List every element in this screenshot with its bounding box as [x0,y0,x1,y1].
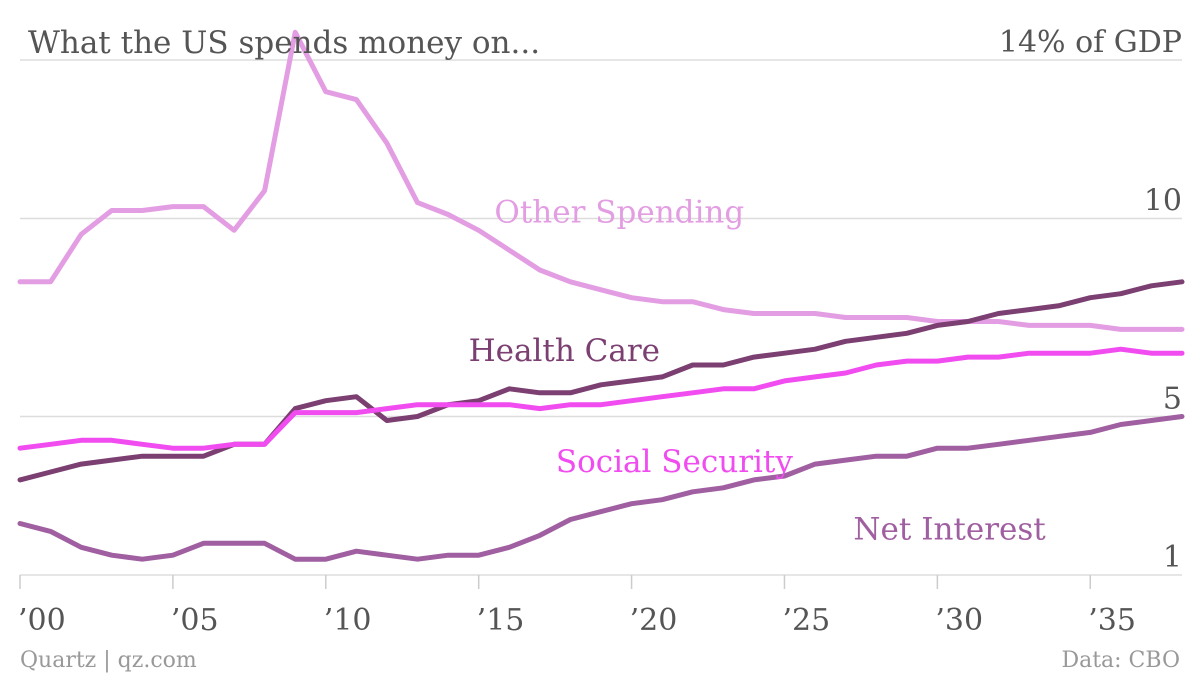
x-tick-label-2000: ’00 [18,603,66,638]
series-labels: Other Spending Health Care Social Security… [469,194,1047,547]
x-tick-label-2025: ’25 [782,603,830,638]
series-label-health-care: Health Care [469,333,660,369]
series-line-health-care [17,279,1185,483]
series-line-other-spending [17,29,1185,332]
series-line-social-security [17,346,1185,451]
y-tick-label-14: 14% of GDP [999,25,1182,60]
x-tick-label-2035: ’35 [1088,603,1136,638]
series-label-other-spending: Other Spending [494,194,744,230]
y-tick-label-10: 10 [1144,183,1182,218]
chart-title: What the US spends money on... [28,25,540,61]
x-axis: ’00 ’05 ’10 ’15 ’20 ’25 ’30 ’35 [18,575,1136,638]
x-tick-label-2020: ’20 [630,603,678,638]
source-credit: Quartz | qz.com [20,648,197,673]
data-source: Data: CBO [1061,648,1180,673]
series-line-net-interest [17,414,1185,562]
x-tick-label-2005: ’05 [171,603,219,638]
series-lines [17,29,1185,562]
y-tick-label-1: 1 [1163,540,1182,575]
gridlines: 1 5 10 14% of GDP [20,25,1182,576]
x-tick-label-2030: ’30 [935,603,983,638]
x-tick-label-2015: ’15 [477,603,525,638]
chart-text: What the US spends money on... Quartz | … [20,25,1180,673]
y-tick-label-5: 5 [1163,382,1182,417]
series-label-social-security: Social Security [556,444,794,480]
x-tick-label-2010: ’10 [324,603,372,638]
series-label-net-interest: Net Interest [853,511,1046,547]
